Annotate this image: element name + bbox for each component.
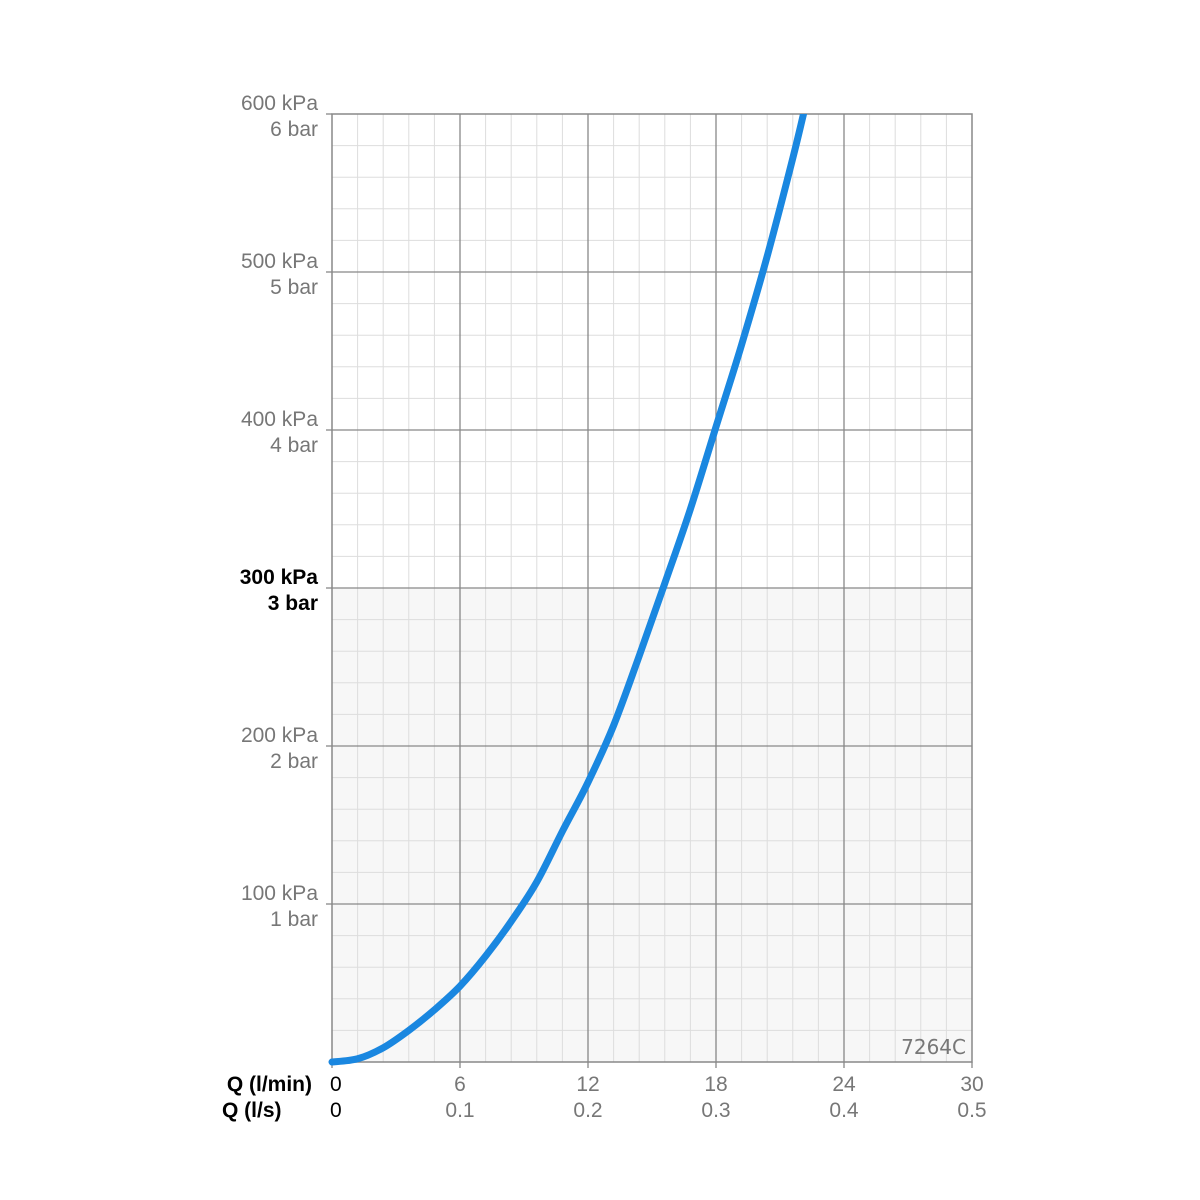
x-axis-title-ls: Q (l/s) [222,1099,282,1122]
x-tick-label: 0 [330,1073,342,1096]
x-axis-title-lmin: Q (l/min) [227,1073,312,1096]
x-axis-tick-labels: 0 6 12 18 24 30 0 0.1 0.2 0.3 0.4 0.5 [330,1073,987,1122]
x-tick-label: 12 [576,1073,599,1096]
y-tick-label-bar: 2 bar [270,750,318,773]
y-axis-tick-labels: 600 kPa 6 bar 500 kPa 5 bar 400 kPa 4 bar 300 … [240,92,319,931]
y-tick-label-bar: 4 bar [270,434,318,457]
model-code-label: 7264C [901,1035,966,1059]
shaded-region [332,588,972,1062]
plot-frame [331,113,973,1063]
x-tick-label: 0.4 [829,1099,859,1122]
y-tick-label-kpa: 500 kPa [241,250,318,273]
y-tick-label-bar: 6 bar [270,118,318,141]
x-tick-label: 0 [330,1099,342,1122]
x-tick-label: 6 [454,1073,466,1096]
lower-shaded-region [332,588,972,1062]
x-tick-label: 0.5 [957,1099,986,1122]
y-tick-label-bar: 1 bar [270,908,318,931]
y-tick-label-kpa: 600 kPa [241,92,318,115]
x-tick-label: 24 [832,1073,856,1096]
x-tick-label: 0.2 [573,1099,602,1122]
y-tick-label-kpa: 100 kPa [241,882,318,905]
x-tick-label: 18 [704,1073,727,1096]
y-tick-label-kpa: 300 kPa [240,566,319,589]
y-tick-label-bar: 3 bar [268,592,318,615]
y-tick-label-bar: 5 bar [270,276,318,299]
x-tick-label: 0.3 [701,1099,730,1122]
pressure-loss-curve [328,114,807,1066]
x-tick-label: 0.1 [445,1099,474,1122]
y-tick-label-kpa: 400 kPa [241,408,318,431]
major-grid [326,113,973,1068]
x-tick-label: 30 [960,1073,983,1096]
y-tick-label-kpa: 200 kPa [241,724,318,747]
